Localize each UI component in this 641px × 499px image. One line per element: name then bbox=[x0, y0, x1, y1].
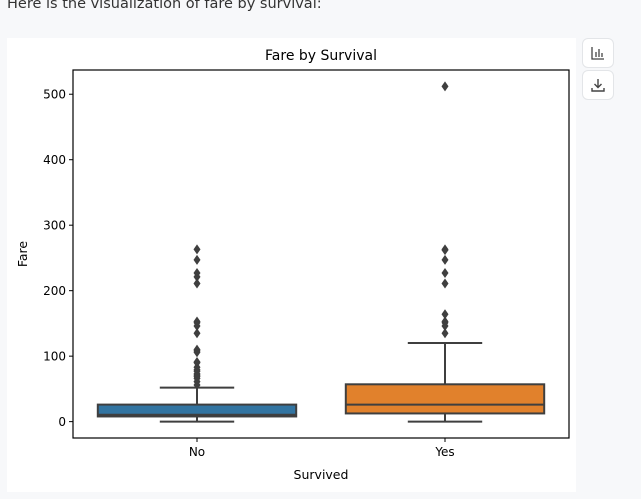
y-tick-label: 200 bbox=[43, 284, 66, 298]
boxplot-chart: Fare by Survival Survived Fare 0 100 200 300 40… bbox=[15, 48, 570, 482]
download-icon bbox=[591, 79, 605, 92]
chart-title: Fare by Survival bbox=[265, 48, 377, 64]
outlier-point bbox=[441, 81, 449, 92]
outlier-point bbox=[193, 321, 201, 332]
download-button[interactable] bbox=[582, 70, 614, 100]
outlier-point bbox=[193, 244, 201, 255]
chart-view-button[interactable] bbox=[582, 38, 614, 68]
y-tick-label: 500 bbox=[43, 88, 66, 102]
outlier-point bbox=[441, 328, 449, 339]
outlier-point bbox=[193, 347, 201, 358]
outlier-point bbox=[193, 278, 201, 289]
outlier-point bbox=[193, 328, 201, 339]
y-tick-label: 0 bbox=[58, 415, 66, 429]
outlier-point bbox=[441, 321, 449, 332]
y-tick-label: 100 bbox=[43, 350, 66, 364]
x-tick-label: Yes bbox=[434, 445, 454, 459]
chart-card: Fare by Survival Survived Fare 0 100 200 300 40… bbox=[7, 38, 576, 492]
outlier-point bbox=[193, 254, 201, 265]
outlier-point bbox=[193, 379, 201, 390]
outlier-point bbox=[441, 254, 449, 265]
x-tick-label: No bbox=[189, 445, 205, 459]
x-axis-label: Survived bbox=[294, 467, 349, 482]
intro-text: Here is the visualization of fare by sur… bbox=[7, 0, 322, 12]
outlier-point bbox=[441, 267, 449, 278]
box-yes bbox=[344, 383, 546, 415]
y-axis-label: Fare bbox=[15, 241, 30, 268]
outlier-point bbox=[441, 278, 449, 289]
outlier-point bbox=[441, 245, 449, 256]
y-tick-label: 300 bbox=[43, 219, 66, 233]
outlier-point bbox=[193, 271, 201, 282]
plot-frame bbox=[72, 69, 570, 439]
box-no bbox=[96, 403, 298, 418]
outlier-point bbox=[441, 309, 449, 320]
y-tick-label: 400 bbox=[43, 153, 66, 167]
bar-chart-icon bbox=[591, 47, 604, 60]
